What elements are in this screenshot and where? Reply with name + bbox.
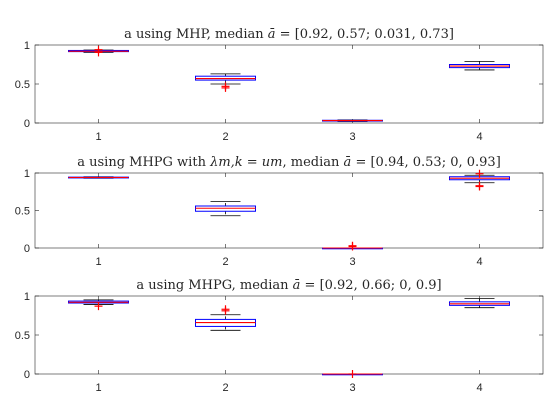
x-tick-label: 3	[349, 256, 355, 268]
outlier-marker	[475, 182, 484, 191]
subplot-2: a using MHPG with λm,k = um, median ā = …	[15, 155, 544, 268]
outlier-marker	[94, 302, 103, 311]
subplots: a using MHP, median ā = [0.92, 0.57; 0.0…	[15, 27, 544, 394]
box-3	[322, 241, 383, 251]
title-part: , median	[283, 155, 344, 170]
title-part: ā	[293, 278, 301, 293]
x-tick-label: 4	[476, 256, 482, 268]
box-2	[195, 73, 256, 92]
box-4	[449, 297, 510, 309]
x-tick-label: 3	[349, 382, 355, 394]
box-4	[449, 169, 510, 191]
title-part: a using MHPG with	[77, 155, 210, 170]
box-1	[68, 176, 129, 179]
x-tick-label: 4	[476, 131, 482, 143]
y-tick-label: 0.5	[15, 330, 30, 342]
y-tick-label: 0	[24, 118, 30, 130]
box-1	[68, 45, 129, 57]
y-tick-label: 0.5	[15, 79, 30, 91]
x-tick-label: 2	[222, 256, 228, 268]
y-tick-label: 1	[24, 40, 30, 52]
title-part: = [0.92, 0.57; 0.031, 0.73]	[276, 27, 454, 42]
y-tick-label: 0	[24, 369, 30, 381]
subplot-title: a using MHP, median ā = [0.92, 0.57; 0.0…	[124, 27, 454, 42]
box-2	[195, 201, 256, 217]
title-part: a using MHPG, median	[136, 278, 292, 293]
box-4	[449, 60, 510, 71]
y-tick-label: 0.5	[15, 206, 30, 218]
box-3	[322, 119, 383, 122]
outlier-marker	[348, 370, 357, 378]
x-tick-label: 4	[476, 382, 482, 394]
outlier-marker	[475, 169, 484, 178]
outlier-marker	[348, 241, 357, 250]
subplot-title: a using MHPG with λm,k = um, median ā = …	[77, 155, 501, 170]
x-tick-label: 1	[95, 382, 101, 394]
subplot-title: a using MHPG, median ā = [0.92, 0.66; 0,…	[136, 278, 441, 293]
title-part: ā	[268, 27, 276, 42]
outlier-marker	[221, 83, 230, 92]
y-tick-label: 0	[24, 243, 30, 255]
title-part: = [0.92, 0.66; 0, 0.9]	[300, 278, 441, 293]
title-part: λm,k = um	[209, 155, 282, 170]
x-tick-label: 1	[95, 131, 101, 143]
outlier-marker	[94, 45, 103, 54]
outlier-marker	[221, 305, 230, 314]
box-2	[195, 305, 256, 331]
x-tick-label: 2	[222, 131, 228, 143]
box-3	[322, 370, 383, 378]
y-tick-label: 1	[24, 168, 30, 180]
title-part: a using MHP, median	[124, 27, 268, 42]
subplot-1: a using MHP, median ā = [0.92, 0.57; 0.0…	[15, 27, 544, 143]
x-tick-label: 3	[349, 131, 355, 143]
title-part: = [0.94, 0.53; 0, 0.93]	[351, 155, 500, 170]
x-tick-label: 1	[95, 256, 101, 268]
subplot-3: a using MHPG, median ā = [0.92, 0.66; 0,…	[15, 278, 544, 394]
y-tick-label: 1	[24, 291, 30, 303]
title-part: ā	[344, 155, 352, 170]
x-tick-label: 2	[222, 382, 228, 394]
box-1	[68, 299, 129, 311]
